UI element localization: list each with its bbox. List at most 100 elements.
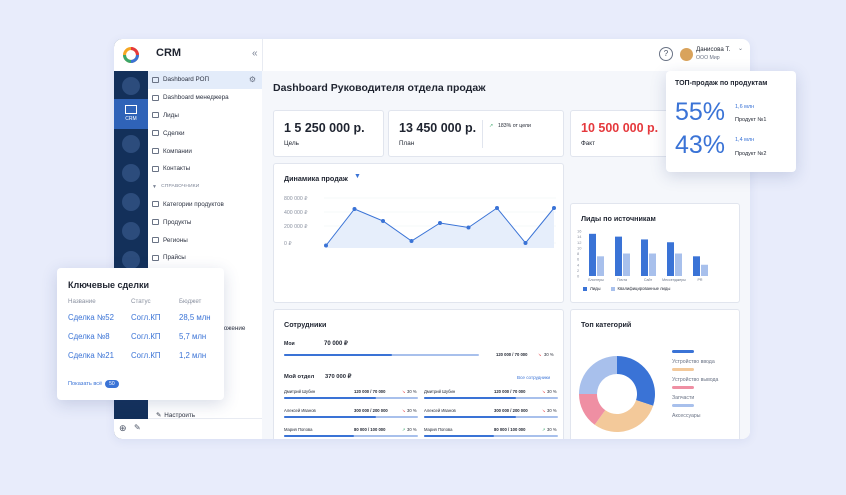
categories-donut-chart (579, 350, 694, 432)
collapse-sidebar-icon[interactable]: « (252, 48, 258, 59)
sidebar-item-dashboard-rop[interactable]: Dashboard РОП ⚙ (148, 71, 262, 89)
sidebar-item-product-categories[interactable]: Категории продуктов (148, 196, 262, 214)
data-point (466, 225, 471, 230)
count-badge: 50 (105, 380, 119, 388)
gear-icon[interactable]: ⚙ (248, 75, 256, 85)
avatar[interactable] (680, 48, 693, 61)
donut-slice (594, 400, 654, 432)
all-employees-link[interactable]: Все сотрудники (517, 375, 551, 380)
employee-row[interactable]: Алексей Иванов 300 000 / 200 000 ↘ 30 % (284, 408, 418, 424)
dept-label: Мой отдел (284, 374, 315, 380)
employee-progress: 80 000 / 100 000 (494, 427, 526, 432)
employee-progress-fill (284, 435, 354, 437)
bar (693, 256, 700, 276)
rail-app-icon[interactable] (122, 222, 140, 240)
table-row[interactable]: Сделка №21 Согл.КП 1,2 млн (68, 351, 211, 370)
rail-app-crm[interactable]: CRM (114, 99, 148, 129)
my-pct: 30 % (544, 352, 554, 357)
app-rail: CRM ⊕ ✎ (114, 39, 148, 439)
app-title: CRM (156, 47, 182, 59)
wrench-icon[interactable]: ✎ (134, 423, 141, 432)
card-title: Динамика продаж (284, 174, 348, 183)
donut-slice (579, 394, 606, 425)
sidebar-item-contacts[interactable]: Контакты (148, 160, 262, 178)
employee-row[interactable]: Дмитрий Шубин 120 000 / 70 000 ↘ 30 % (284, 389, 418, 405)
employee-pct: 30 % (407, 408, 417, 413)
filter-icon[interactable]: ▼ (354, 173, 361, 180)
employee-progress-fill (284, 397, 376, 399)
y-tick-label: 12 (577, 240, 582, 245)
data-point (352, 207, 357, 211)
rail-app-icon[interactable] (122, 77, 140, 95)
employee-row[interactable]: Мария Попова 80 000 / 100 000 ↗ 30 % (424, 427, 558, 439)
key-deals-popover: Ключевые сделки Название Статус Бюджет С… (57, 268, 224, 400)
deals-icon (152, 130, 159, 137)
deals-table: Название Статус Бюджет Сделка №52 Согл.КП… (68, 298, 211, 370)
user-org: ООО Мир (696, 55, 720, 61)
card-title: Лиды по источникам (581, 214, 656, 223)
leads-sources-card: Лиды по источникам 16 14 12 10 8 6 4 2 0 Блоггеры… (570, 203, 740, 303)
sidebar-item-dashboard-manager[interactable]: Dashboard менеджера (148, 89, 262, 107)
y-tick-label: 6 (577, 257, 580, 262)
trend-down-icon: ↘ (542, 408, 546, 413)
product-amount: 1,6 млн (735, 104, 755, 110)
add-icon[interactable]: ⊕ (119, 423, 127, 433)
chevron-down-icon[interactable]: ⌄ (738, 46, 744, 52)
rail-app-icon[interactable] (122, 193, 140, 211)
employee-row[interactable]: Алексей Иванов 300 000 / 200 000 ↘ 30 % (424, 408, 558, 424)
deal-status: Согл.КП (131, 351, 161, 360)
employee-pct: 30 % (547, 427, 557, 432)
document-icon (152, 254, 159, 261)
trend-down-icon: ↘ (402, 408, 406, 413)
rail-app-icon[interactable] (122, 164, 140, 182)
sidebar-item-regions[interactable]: Регионы (148, 231, 262, 249)
bar (675, 253, 682, 276)
sidebar-item-label: Сделки (163, 129, 185, 137)
sidebar-item-leads[interactable]: Лиды (148, 107, 262, 125)
dept-value: 370 000 ₽ (325, 374, 352, 380)
employee-row[interactable]: Мария Попова 80 000 / 100 000 ↗ 30 % (284, 427, 418, 439)
user-name[interactable]: Данисова Т. (696, 46, 731, 53)
data-point (324, 243, 328, 248)
rail-app-icon[interactable] (122, 135, 140, 153)
sidebar-section-references[interactable]: ▼ СПРАВОЧНИКИ (148, 178, 262, 196)
employee-progress-fill (284, 416, 376, 418)
popover-title: Ключевые сделки (68, 280, 149, 290)
legend-label: Аксессуары (672, 413, 701, 419)
sidebar-item-partial[interactable]: ложение (220, 325, 246, 332)
building-icon (152, 148, 159, 155)
legend-label: Устройство вывода (672, 377, 719, 383)
employee-name: Алексей Иванов (424, 408, 456, 413)
caret-down-icon: ▼ (152, 183, 158, 190)
sidebar-item-label: Компании (163, 147, 192, 155)
bar (649, 253, 656, 276)
sidebar-item-prices[interactable]: Прайсы (148, 249, 262, 267)
show-all-label: Показать всё (68, 381, 103, 387)
help-icon[interactable]: ? (659, 47, 673, 61)
legend-label: Квалифицированные лиды (617, 286, 671, 291)
deal-name[interactable]: Сделка №8 (68, 332, 110, 341)
data-point (409, 239, 414, 243)
employee-progress: 120 000 / 70 000 (354, 389, 386, 394)
settings-link[interactable]: ✎ Настроить (156, 412, 195, 419)
table-row[interactable]: Сделка №8 Согл.КП 5,7 млн (68, 332, 211, 351)
grid-icon (152, 219, 159, 226)
rail-crm-label: CRM (125, 116, 137, 122)
my-value: 70 000 ₽ (324, 341, 348, 347)
kpi-plan-card: 13 450 000 р. План ↗ 183% от цели (388, 110, 564, 157)
wifi-icon (152, 76, 159, 83)
table-row[interactable]: Сделка №52 Согл.КП 28,5 млн (68, 313, 211, 332)
product-pct: 55% (675, 98, 726, 126)
sidebar-item-companies[interactable]: Компании (148, 142, 262, 160)
sidebar-item-deals[interactable]: Сделки (148, 124, 262, 142)
deal-name[interactable]: Сделка №21 (68, 351, 114, 360)
employee-row[interactable]: Дмитрий Шубин 120 000 / 70 000 ↘ 30 % (424, 389, 558, 405)
legend-swatch (610, 286, 615, 291)
employee-progress: 300 000 / 200 000 (494, 408, 528, 413)
show-all-link[interactable]: Показать всё 50 (68, 380, 119, 388)
employee-name: Мария Попова (424, 427, 453, 432)
sidebar-item-products[interactable]: Продукты (148, 213, 262, 231)
deal-name[interactable]: Сделка №52 (68, 313, 114, 322)
kpi-label: Факт (581, 140, 595, 147)
rail-app-icon[interactable] (122, 251, 140, 269)
